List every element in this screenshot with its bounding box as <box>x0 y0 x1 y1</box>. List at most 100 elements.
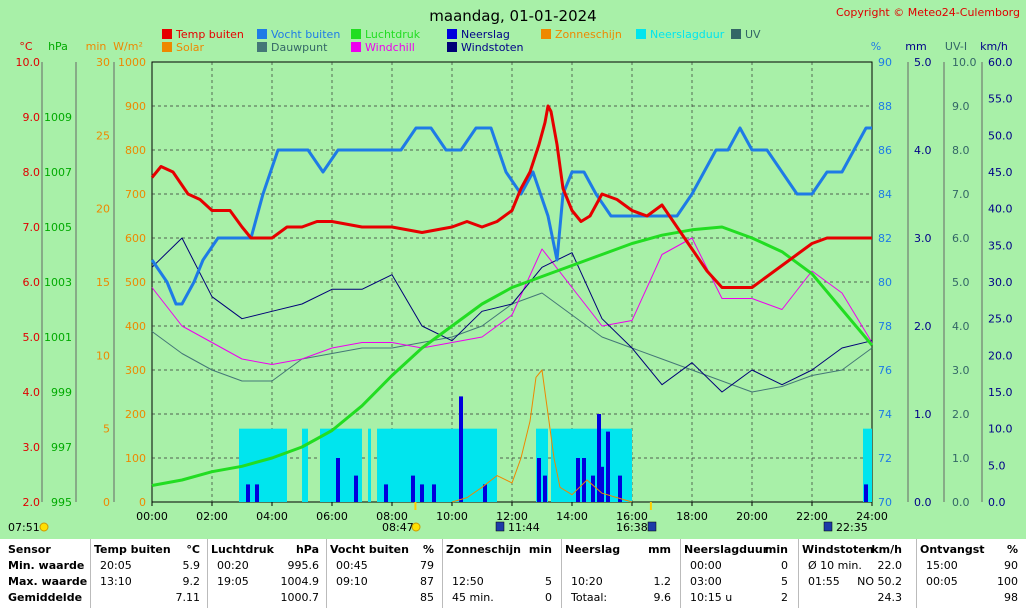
axis-tick-pressure: 999 <box>51 386 72 399</box>
rain-bar <box>597 414 601 502</box>
sun-time-solar_noon: 11:44 <box>508 521 540 534</box>
axis-tick-rain: 1.0 <box>914 408 932 421</box>
legend-swatch <box>447 42 457 52</box>
rain-duration-bar <box>302 428 308 502</box>
legend-swatch <box>636 29 646 39</box>
rain-bar <box>483 484 487 502</box>
axis-tick-humidity: 86 <box>878 144 892 157</box>
axis-tick-rain: 4.0 <box>914 144 932 157</box>
stats-col-unit: min <box>528 543 552 556</box>
stats-cell-value: 1.2 <box>653 575 672 588</box>
stats-row-label: Min. waarde <box>8 559 85 572</box>
axis-tick-pressure: 1009 <box>44 111 72 124</box>
axis-tick-humidity: 74 <box>878 408 892 421</box>
stats-cell-value: 0 <box>781 559 788 572</box>
axis-tick-pressure: 995 <box>51 496 72 509</box>
axis-tick-solar: 700 <box>125 188 146 201</box>
legend-label: Solar <box>176 41 205 54</box>
axis-tick-pressure: 997 <box>51 441 72 454</box>
axis-tick-temp: 4.0 <box>23 386 41 399</box>
axis-tick-minutes: 15 <box>96 276 110 289</box>
series-line-luchtdruk <box>151 225 874 487</box>
stats-col-header: Ontvangst <box>920 543 985 556</box>
legend-swatch <box>351 29 361 39</box>
axis-tick-humidity: 80 <box>878 276 892 289</box>
legend-swatch <box>257 29 267 39</box>
rain-bar <box>384 484 388 502</box>
legend-swatch <box>162 42 172 52</box>
stats-col-rain: Neerslag mm 10:20 1.2 Totaal: 9.6 <box>565 539 675 608</box>
axis-tick-rain: 2.0 <box>914 320 932 333</box>
stats-divider <box>916 539 917 608</box>
stats-col-header: Temp buiten <box>94 543 171 556</box>
stats-cell-value: 9.2 <box>182 575 201 588</box>
legend-label: Neerslagduur <box>650 28 725 41</box>
axes: 2.03.04.05.06.07.08.09.010.0995997999100… <box>16 56 1013 509</box>
stats-col-header: Neerslag <box>565 543 621 556</box>
stats-col-temp: Temp buiten °C 20:05 5.9 13:10 9.2 7.11 <box>94 539 204 608</box>
axis-tick-solar: 400 <box>125 320 146 333</box>
stats-row-label: Max. waarde <box>8 575 88 588</box>
axis-unit-humidity: % <box>871 40 881 53</box>
axis-tick-uv: 9.0 <box>952 100 970 113</box>
legend-label: Zonneschijn <box>555 28 622 41</box>
axis-tick-temp: 6.0 <box>23 276 41 289</box>
x-tick-label: 22:00 <box>796 510 828 523</box>
chart-title: maandag, 01-01-2024 <box>429 7 596 25</box>
rain-bar <box>600 466 604 502</box>
rain-duration-bar <box>377 428 497 502</box>
stats-row-label: Sensor <box>8 543 51 556</box>
axis-tick-rain: 5.0 <box>914 56 932 69</box>
axis-tick-uv: 10.0 <box>952 56 977 69</box>
stats-cell-value: 90 <box>1004 559 1018 572</box>
axis-tick-minutes: 20 <box>96 203 110 216</box>
rain-duration-bar <box>863 428 872 502</box>
rain-bar <box>576 458 580 502</box>
moon-icon <box>647 521 657 532</box>
bar-marks <box>239 396 872 502</box>
rain-bar <box>591 475 595 502</box>
sun-icon <box>411 522 421 532</box>
axis-tick-uv: 0.0 <box>952 496 970 509</box>
axis-tick-temp: 7.0 <box>23 221 41 234</box>
legend-swatch <box>162 29 172 39</box>
axis-unit-temp: °C <box>19 40 33 53</box>
stats-cell-time: 10:15 u <box>690 591 733 604</box>
stats-cell-time: 45 min. <box>452 591 494 604</box>
stats-col-unit: min <box>764 543 788 556</box>
axis-tick-uv: 1.0 <box>952 452 970 465</box>
axis-tick-pressure: 1003 <box>44 276 72 289</box>
axis-tick-temp: 3.0 <box>23 441 41 454</box>
sun-markers: 07:51 08:47 11:44 16:38 22:35 <box>8 502 868 534</box>
axis-tick-humidity: 78 <box>878 320 892 333</box>
stats-cell-time: 00:00 <box>690 559 722 572</box>
moon-icon <box>823 521 833 532</box>
axis-tick-wind: 35.0 <box>988 239 1013 252</box>
stats-col-header: Luchtdruk <box>211 543 274 556</box>
stats-cell-value: 5 <box>545 575 552 588</box>
axis-tick-uv: 3.0 <box>952 364 970 377</box>
axis-tick-humidity: 76 <box>878 364 892 377</box>
rain-bar <box>246 484 250 502</box>
axis-tick-minutes: 0 <box>103 496 110 509</box>
stats-col-header: Vocht buiten <box>330 543 409 556</box>
axis-tick-solar: 200 <box>125 408 146 421</box>
rain-bar <box>537 458 541 502</box>
axis-tick-wind: 50.0 <box>988 129 1013 142</box>
axis-tick-humidity: 90 <box>878 56 892 69</box>
axis-tick-temp: 5.0 <box>23 331 41 344</box>
stats-cell-time: 01:55 <box>808 575 840 588</box>
axis-tick-uv: 6.0 <box>952 232 970 245</box>
axis-tick-wind: 25.0 <box>988 313 1013 326</box>
stats-col-pressure: Luchtdruk hPa 00:20 995.6 19:05 1004.9 1000.7 <box>211 539 323 608</box>
stats-cell-time: Ø 10 min. <box>808 559 862 572</box>
rain-bar <box>420 484 424 502</box>
axis-tick-minutes: 30 <box>96 56 110 69</box>
axis-unit-minutes: min <box>86 40 107 53</box>
rain-bar <box>255 484 259 502</box>
stats-cell-value: 1004.9 <box>280 575 320 588</box>
axis-tick-humidity: 72 <box>878 452 892 465</box>
stats-cell-time: Totaal: <box>571 591 608 604</box>
axis-tick-wind: 30.0 <box>988 276 1013 289</box>
x-tick-label: 12:00 <box>496 510 528 523</box>
